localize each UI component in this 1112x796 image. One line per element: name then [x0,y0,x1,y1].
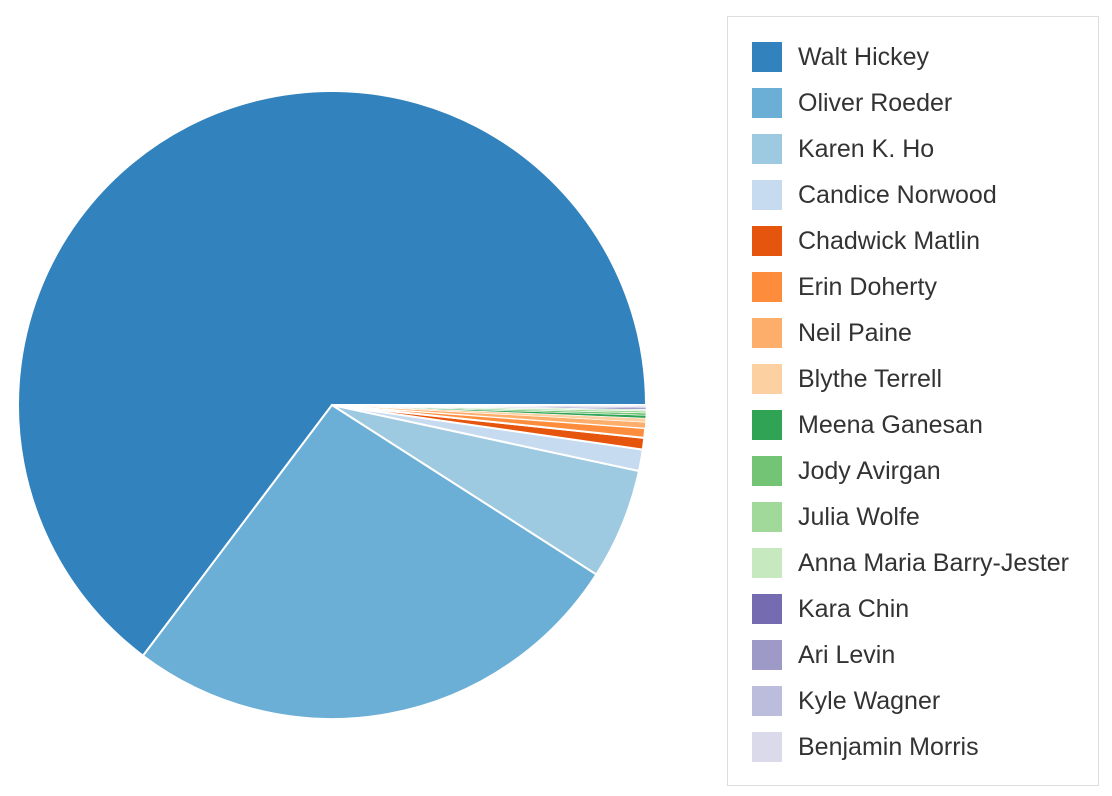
legend-swatch [752,272,782,302]
legend-swatch [752,180,782,210]
legend-swatch [752,640,782,670]
legend-label: Candice Norwood [798,180,997,209]
legend-label: Walt Hickey [798,42,930,71]
legend-label: Anna Maria Barry-Jester [798,548,1069,577]
legend-item: Meena Ganesan [752,410,983,440]
legend-swatch [752,732,782,762]
legend-label: Benjamin Morris [798,732,979,761]
legend-label: Erin Doherty [798,272,937,301]
legend-swatch [752,456,782,486]
legend-label: Chadwick Matlin [798,226,981,255]
legend-item: Oliver Roeder [752,88,952,118]
legend-swatch [752,226,782,256]
legend-label: Neil Paine [798,318,912,347]
legend-item: Candice Norwood [752,180,997,210]
legend-label: Meena Ganesan [798,410,983,439]
legend-swatch [752,502,782,532]
legend-item: Karen K. Ho [752,134,934,164]
legend-swatch [752,364,782,394]
pie-slice-15 [331,404,647,407]
legend-label: Ari Levin [798,640,896,669]
legend-swatch [752,410,782,440]
legend-item: Ari Levin [752,640,895,670]
legend-item: Neil Paine [752,318,912,348]
legend-swatch [752,134,782,164]
legend-label: Kara Chin [798,594,910,623]
legend-label: Blythe Terrell [798,364,943,393]
legend-item: Kyle Wagner [752,686,940,716]
legend-item: Benjamin Morris [752,732,979,762]
legend-label: Kyle Wagner [798,686,941,715]
legend-item: Walt Hickey [752,42,929,72]
legend-item: Julia Wolfe [752,502,920,532]
legend-swatch [752,594,782,624]
legend-item: Erin Doherty [752,272,937,302]
legend-swatch [752,686,782,716]
pie-chart [17,90,648,720]
pie-slice-0 [17,90,648,658]
legend-label: Julia Wolfe [798,502,920,531]
legend-label: Karen K. Ho [798,134,935,163]
legend-item: Chadwick Matlin [752,226,980,256]
pie-slices [17,90,648,720]
legend: Walt Hickey Oliver Roeder Karen K. Ho Candi… [727,16,1099,786]
legend-swatch [752,318,782,348]
legend-item: Kara Chin [752,594,909,624]
legend-swatch [752,548,782,578]
legend-item: Anna Maria Barry-Jester [752,548,1069,578]
legend-label: Oliver Roeder [798,88,953,117]
legend-label: Jody Avirgan [798,456,941,485]
legend-swatch [752,42,782,72]
legend-item: Jody Avirgan [752,456,941,486]
legend-item: Blythe Terrell [752,364,942,394]
pie-slice-1 [141,403,598,720]
legend-swatch [752,88,782,118]
